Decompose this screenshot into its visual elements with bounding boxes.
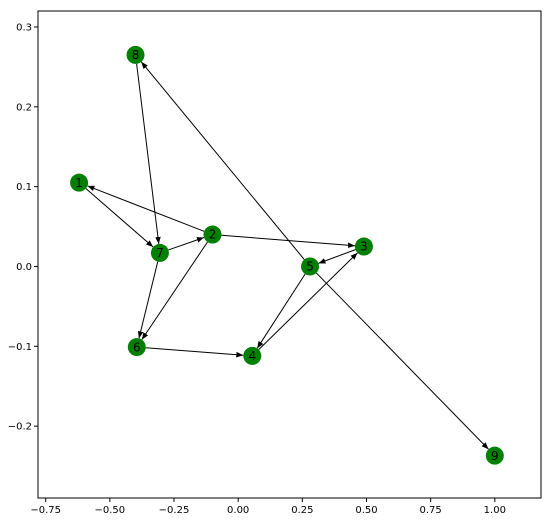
x-tick-label: 0.25: [291, 505, 313, 516]
y-tick-label: 0.3: [16, 22, 32, 33]
node-label-8: 8: [132, 48, 140, 62]
edge-4-to-3: [258, 252, 358, 350]
edge-7-to-2: [168, 237, 205, 251]
edge-5-to-4: [256, 273, 306, 349]
node-4: [243, 346, 262, 365]
node-1: [70, 173, 89, 192]
edge-1-to-7: [85, 188, 154, 248]
node-2: [203, 225, 222, 244]
node-label-2: 2: [209, 228, 217, 242]
x-tick-label: −0.50: [95, 505, 126, 516]
y-tick-label: 0.2: [16, 102, 32, 113]
node-label-9: 9: [491, 449, 499, 463]
plot-frame: [37, 10, 542, 499]
plot-background: [38, 11, 541, 498]
node-7: [150, 243, 169, 262]
y-tick-label: −0.2: [8, 422, 32, 433]
y-tick-label: −0.1: [8, 342, 32, 353]
edge-6-to-4: [145, 347, 244, 358]
x-tick-label: 1.00: [484, 505, 506, 516]
x-tick-label: −0.25: [159, 505, 190, 516]
node-8: [126, 45, 145, 64]
x-tick-label: 0.75: [420, 505, 442, 516]
y-tick-label: 0.1: [16, 182, 32, 193]
node-label-4: 4: [248, 349, 256, 363]
x-axis: −0.75 −0.50 −0.25 0.00 0.25 0.50 0.75 1.00: [30, 498, 506, 516]
y-axis: 0.3 0.2 0.1 0.0 −0.1 −0.2: [8, 22, 38, 433]
x-tick-label: −0.75: [30, 505, 61, 516]
edge-7-to-6: [137, 261, 159, 339]
node-label-1: 1: [75, 176, 83, 190]
edge-2-to-6: [141, 241, 208, 340]
edge-3-to-5: [318, 249, 356, 264]
node-label-6: 6: [133, 340, 141, 354]
edge-5-to-8: [140, 61, 305, 260]
node-label-3: 3: [360, 240, 368, 254]
node-label-5: 5: [306, 260, 314, 274]
edge-2-to-1: [87, 185, 205, 232]
node-9: [485, 446, 504, 465]
node-6: [127, 338, 146, 357]
edge-8-to-7: [136, 63, 161, 245]
x-tick-label: 0.00: [227, 505, 249, 516]
nodes-layer: 1 2 3 4 5 6 7 8 9: [70, 45, 504, 465]
x-tick-label: 0.50: [355, 505, 377, 516]
y-tick-label: 0.0: [16, 262, 32, 273]
edges-layer: [85, 61, 489, 450]
node-3: [354, 237, 373, 256]
node-5: [301, 257, 320, 276]
node-label-7: 7: [156, 246, 164, 260]
edge-5-to-9: [315, 272, 489, 450]
